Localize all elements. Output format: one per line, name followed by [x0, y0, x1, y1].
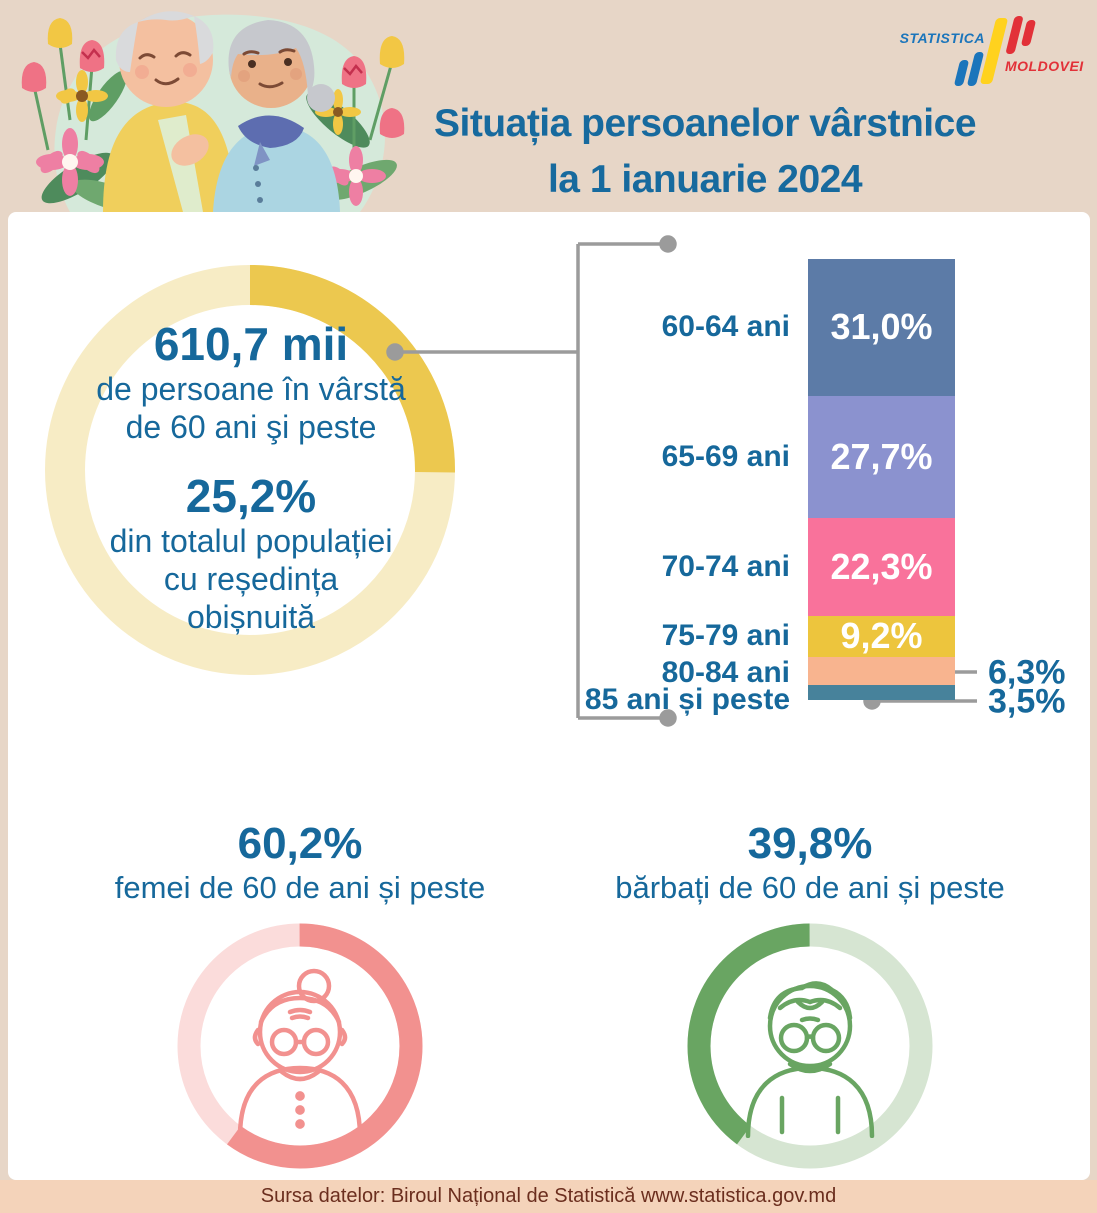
male-percentage: 39,8% [747, 819, 873, 868]
segment-value-label: 22,3% [830, 546, 933, 588]
male-description: bărbați de 60 de ani și peste [615, 870, 1005, 905]
elderly-couple-illustration [21, 11, 405, 212]
title-line-2: la 1 ianuarie 2024 [547, 158, 863, 201]
total-desc-1: de persoane în vârstă [96, 371, 406, 407]
segment-value-label: 31,0% [830, 306, 933, 348]
logo-bar-yellow [979, 18, 1009, 84]
age-bar-segment: 27,7% [808, 395, 955, 518]
statistica-moldovei-logo: STATISTICA MOLDOVEI [895, 12, 1087, 104]
age-group-label: 85 ani și peste [584, 683, 790, 717]
logo-bar-red-2 [1020, 20, 1037, 46]
share-desc-1: din totalul populației [109, 523, 393, 559]
age-bar-segment: 9,2% [808, 615, 955, 657]
total-population-summary: 610,7 mii de persoane în vârstă de 60 an… [70, 318, 432, 636]
age-bar-segment [808, 656, 955, 685]
total-share: 25,2% [185, 470, 317, 522]
logo-bar-red-1 [1005, 16, 1024, 54]
male-share-ring [687, 923, 933, 1169]
age-group-label: 70-74 ani [661, 550, 790, 584]
age-group-label: 75-79 ani [661, 619, 790, 653]
old-woman-figure [213, 20, 340, 212]
female-description: femei de 60 de ani și peste [114, 870, 486, 905]
footer-bar: Sursa datelor: Biroul Național de Statis… [0, 1180, 1097, 1213]
grandpa-icon [745, 981, 875, 1138]
age-group-label: 65-69 ani [661, 439, 790, 473]
age-bar-segment: 22,3% [808, 517, 955, 617]
segment-value-label-outside: 6,3% [988, 653, 1066, 692]
female-share-ring [177, 923, 423, 1169]
data-source-text: Sursa datelor: Biroul Național de Statis… [260, 1185, 837, 1207]
female-stat-block: 60,2% femei de 60 de ani și peste [60, 820, 540, 908]
grandma-icon [237, 968, 363, 1138]
left-flowers [21, 18, 108, 196]
female-percentage: 60,2% [237, 819, 363, 868]
title-line-1: Situația persoanelor vârstnice [433, 102, 977, 145]
share-desc-2: cu reședința [163, 561, 339, 597]
logo-word-moldovei: MOLDOVEI [1005, 58, 1084, 74]
logo-word-statistica: STATISTICA [899, 30, 985, 46]
age-group-label: 60-64 ani [661, 310, 790, 344]
age-group-label: 80-84 ani [661, 655, 790, 689]
age-bar-segment [808, 684, 955, 700]
right-flowers [306, 36, 405, 206]
segment-value-label: 9,2% [840, 615, 923, 657]
old-man-figure [103, 11, 236, 212]
page-title: Situația persoanelor vârstnice la 1 ianu… [410, 96, 1000, 208]
mint-blob [54, 14, 385, 212]
age-bar-segment: 31,0% [808, 259, 955, 396]
total-desc-2: de 60 ani şi peste [125, 409, 377, 445]
segment-value-label-outside: 3,5% [988, 682, 1066, 721]
total-count: 610,7 mii [153, 318, 349, 370]
share-desc-3: obișnuită [186, 599, 316, 635]
male-stat-block: 39,8% bărbați de 60 de ani și peste [570, 820, 1050, 908]
segment-value-label: 27,7% [830, 435, 933, 477]
total-population-donut [45, 265, 455, 675]
